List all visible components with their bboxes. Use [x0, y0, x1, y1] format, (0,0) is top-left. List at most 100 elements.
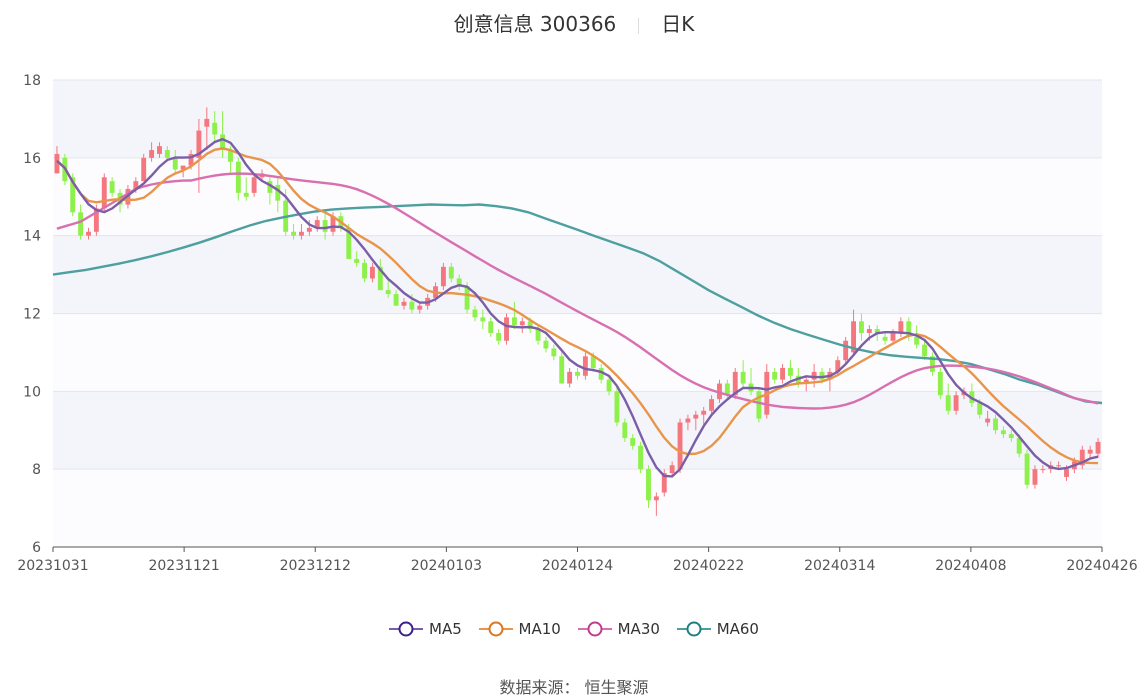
candle-body — [709, 399, 715, 411]
candle-body — [149, 150, 155, 158]
candle-body — [724, 383, 730, 396]
candle-body — [669, 465, 675, 474]
period-label: 日K — [661, 12, 695, 36]
x-tick-label: 20231031 — [17, 558, 88, 574]
y-tick-label: 16 — [23, 151, 41, 167]
candle-body — [527, 321, 533, 330]
candle-body — [677, 422, 683, 470]
legend-ma10[interactable]: MA10 — [478, 620, 561, 638]
candle-body — [630, 438, 636, 446]
stock-name-code: 创意信息 300366 — [453, 12, 617, 36]
candle-body — [480, 317, 486, 322]
candle-body — [204, 118, 210, 127]
candle-body — [330, 216, 336, 232]
candle-body — [701, 410, 707, 415]
plot-band — [53, 391, 1102, 470]
legend-ma5[interactable]: MA5 — [389, 620, 462, 638]
candle-body — [661, 473, 667, 493]
legend-ma60-marker — [676, 621, 711, 637]
x-tick-label: 20240426 — [1066, 558, 1137, 574]
candle-body — [409, 301, 415, 310]
candle-body — [180, 165, 186, 170]
candle-body — [590, 356, 596, 368]
candle-body — [1064, 469, 1069, 477]
candle-body — [235, 161, 241, 193]
candle-body — [212, 122, 218, 135]
candle-body — [803, 379, 809, 384]
candle-body — [1016, 438, 1022, 454]
candle-body — [369, 266, 375, 279]
candle-body — [1095, 441, 1101, 454]
candle-body — [314, 220, 320, 228]
candle-body — [922, 344, 927, 357]
candle-body — [1040, 469, 1046, 471]
candle-body — [306, 227, 312, 232]
candle-body — [780, 367, 786, 380]
candle-body — [851, 321, 856, 353]
candle-body — [772, 371, 778, 380]
chart-legend: MA5 MA10 MA30 MA60 — [0, 620, 1148, 641]
y-tick-label: 14 — [23, 229, 41, 245]
candle-body — [929, 356, 935, 372]
candle-body — [835, 360, 841, 372]
candle-body — [598, 367, 604, 380]
legend-ma60[interactable]: MA60 — [676, 620, 759, 638]
candle-body — [1000, 430, 1006, 435]
candle-body — [1087, 449, 1093, 454]
candle-body — [362, 262, 367, 279]
candle-body — [756, 391, 762, 419]
candle-body — [874, 329, 880, 333]
legend-ma5-marker — [389, 621, 423, 637]
legend-ma5-label: MA5 — [429, 620, 462, 638]
legend-ma30[interactable]: MA30 — [577, 620, 660, 638]
candle-body — [646, 469, 651, 501]
candle-body — [109, 181, 115, 193]
candle-body — [653, 496, 659, 501]
candle-body — [291, 231, 297, 236]
candle-body — [693, 414, 699, 419]
candle-body — [504, 317, 509, 341]
y-tick-label: 6 — [32, 540, 41, 556]
candle-body — [882, 336, 888, 341]
legend-ma30-label: MA30 — [617, 620, 660, 638]
data-source: 数据来源： 恒生聚源 — [499, 678, 649, 697]
candle-body — [819, 371, 825, 380]
candle-body — [251, 177, 257, 193]
candle-body — [1032, 469, 1038, 485]
candle-body — [86, 231, 91, 236]
x-tick-label: 20231121 — [148, 558, 219, 574]
candle-body — [385, 290, 391, 295]
candle-body — [172, 157, 178, 170]
plot-band — [53, 157, 1102, 236]
candle-body — [496, 332, 502, 341]
x-tick-label: 20240408 — [935, 558, 1006, 574]
candle-body — [606, 379, 612, 392]
candle-body — [70, 177, 76, 213]
candle-body — [243, 192, 249, 197]
candle-body — [299, 231, 304, 236]
candle-body — [977, 403, 983, 415]
candle-body — [614, 391, 620, 423]
candle-body — [685, 418, 691, 423]
ma30-line — [56, 172, 1099, 410]
ma10-line — [56, 147, 1099, 465]
candle-body — [164, 150, 170, 158]
x-tick-label: 20231212 — [280, 558, 351, 574]
candle-body — [993, 418, 998, 431]
title-divider — [638, 17, 640, 34]
ma5-line — [56, 137, 1099, 478]
plot-band — [53, 313, 1102, 392]
candle-body — [267, 181, 273, 193]
candle-body — [346, 227, 352, 260]
candle-body — [898, 321, 904, 333]
candle-body — [157, 146, 162, 154]
candle-body — [354, 259, 360, 263]
candle-body — [811, 371, 817, 380]
candle-body — [448, 266, 454, 279]
plot-band — [53, 469, 1102, 547]
candle-body — [914, 336, 920, 345]
candle-body — [377, 266, 383, 291]
plot-band — [53, 80, 1102, 158]
candle-body — [511, 317, 517, 326]
candle-body — [519, 321, 525, 326]
